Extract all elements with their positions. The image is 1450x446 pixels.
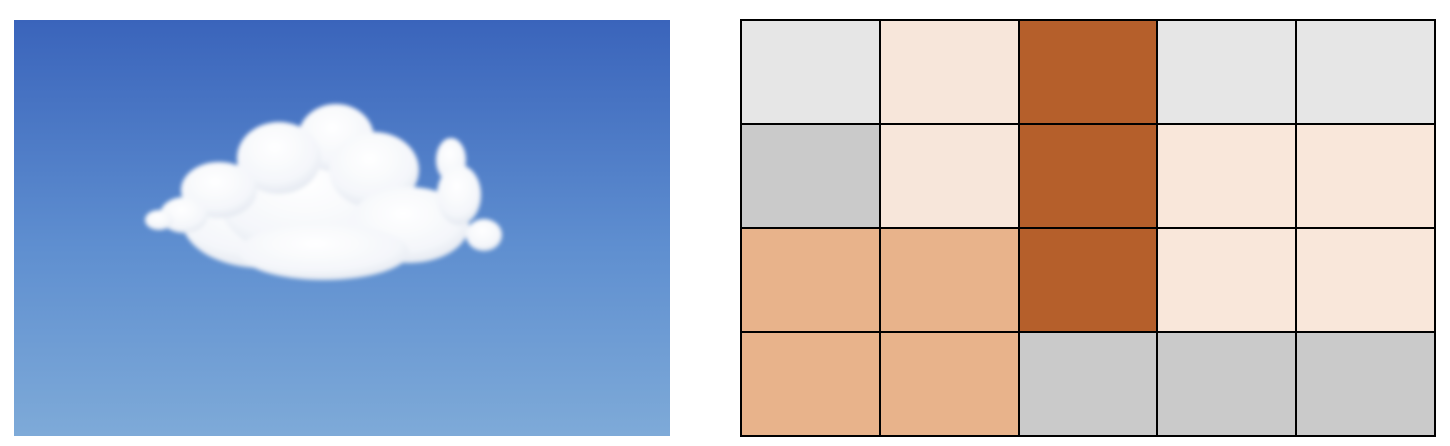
grid-cell-r3-c5 — [1297, 229, 1434, 331]
color-grid — [740, 19, 1436, 437]
grid-cell-r4-c5 — [1297, 333, 1434, 435]
grid-cell-r3-c4 — [1158, 229, 1296, 331]
grid-cell-r2-c2 — [880, 125, 1018, 227]
grid-cell-r3-c1 — [742, 229, 879, 331]
grid-cell-r1-c4 — [1158, 21, 1296, 123]
grid-cell-r2-c5 — [1297, 125, 1434, 227]
cloud-photo-svg — [14, 20, 670, 436]
grid-cell-r1-c5 — [1297, 21, 1434, 123]
grid-cell-r3-c2 — [880, 229, 1018, 331]
grid-cell-r3-c3 — [1019, 229, 1157, 331]
grid-cell-r4-c1 — [742, 333, 879, 435]
grid-cell-r4-c2 — [880, 333, 1018, 435]
grid-cell-r1-c3 — [1019, 21, 1157, 123]
grid-cell-r4-c3 — [1019, 333, 1157, 435]
cloud-icon — [145, 104, 502, 280]
cloud-photo — [14, 20, 670, 436]
grid-cell-r1-c1 — [742, 21, 879, 123]
grid-cell-r4-c4 — [1158, 333, 1296, 435]
grid-cell-r2-c3 — [1019, 125, 1157, 227]
grid-cell-r2-c4 — [1158, 125, 1296, 227]
grid-cell-r1-c2 — [880, 21, 1018, 123]
grid-cell-r2-c1 — [742, 125, 879, 227]
